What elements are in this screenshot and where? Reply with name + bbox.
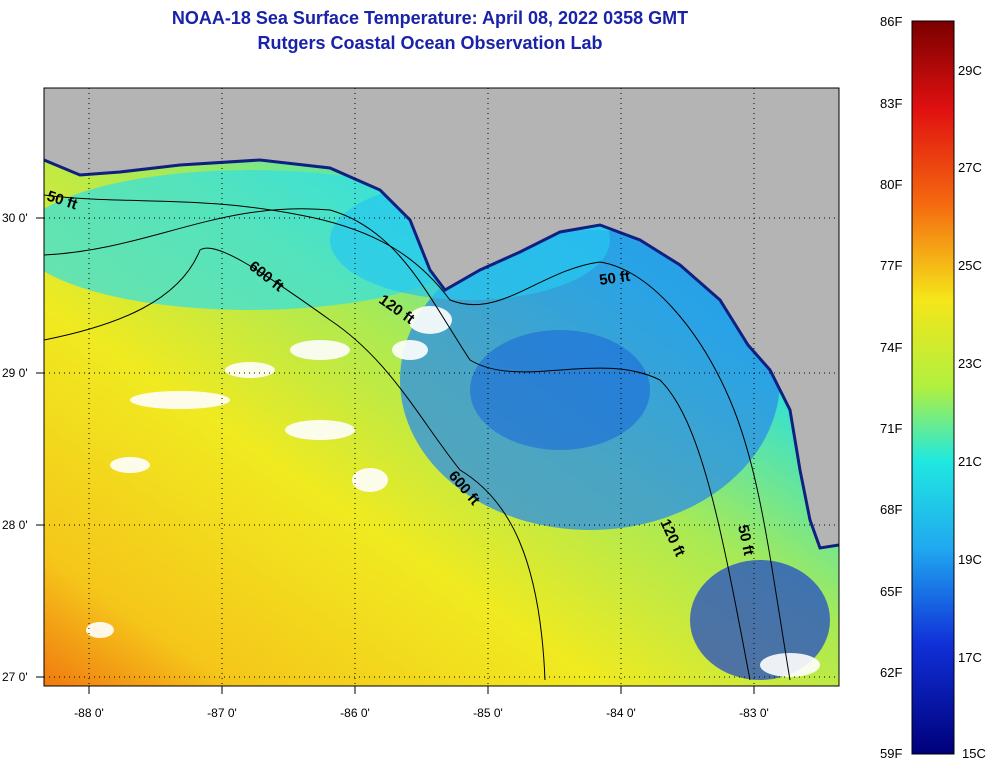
cbar-c-19: 19C <box>958 552 982 567</box>
map-title: NOAA-18 Sea Surface Temperature: April 0… <box>171 8 689 28</box>
cbar-f-80: 80F <box>880 177 903 192</box>
cbar-f-71: 71F <box>880 421 903 436</box>
cbar-c-29: 29C <box>958 63 982 78</box>
cbar-f-86: 86F <box>880 14 903 29</box>
lat-label-30: 30 0' <box>2 211 28 225</box>
land-mass <box>44 88 839 548</box>
cbar-c-27: 27C <box>958 160 982 175</box>
contour-label-50ft-bigbend: 50 ft <box>598 268 631 289</box>
lon-label-86: -86 0' <box>340 706 370 720</box>
lat-label-27: 27 0' <box>2 670 28 684</box>
lon-label-85: -85 0' <box>473 706 503 720</box>
lat-label-29: 29 0' <box>2 366 28 380</box>
cbar-f-68: 68F <box>880 502 903 517</box>
coastline <box>44 158 839 550</box>
map-subtitle: Rutgers Coastal Ocean Observation Lab <box>257 33 603 53</box>
cbar-c-25: 25C <box>958 258 982 273</box>
cbar-f-83: 83F <box>880 96 903 111</box>
contour-label-50ft-south: 50 ft <box>734 523 757 557</box>
cbar-c-21: 21C <box>958 454 982 469</box>
cbar-f-65: 65F <box>880 584 903 599</box>
bathymetry-contours <box>44 194 791 681</box>
cbar-f-77: 77F <box>880 258 903 273</box>
cloud-patches <box>86 306 820 677</box>
color-bar <box>911 20 955 755</box>
cbar-f-59: 59F <box>880 746 903 761</box>
map-area <box>44 88 839 686</box>
lon-label-87: -87 0' <box>207 706 237 720</box>
lon-label-84: -84 0' <box>606 706 636 720</box>
lat-label-28: 28 0' <box>2 518 28 532</box>
lon-label-83: -83 0' <box>739 706 769 720</box>
lon-label-88: -88 0' <box>74 706 104 720</box>
cbar-f-62: 62F <box>880 665 903 680</box>
cbar-c-15: 15C <box>962 746 986 761</box>
cbar-f-74: 74F <box>880 340 903 355</box>
cbar-c-23: 23C <box>958 356 982 371</box>
cbar-c-17: 17C <box>958 650 982 665</box>
